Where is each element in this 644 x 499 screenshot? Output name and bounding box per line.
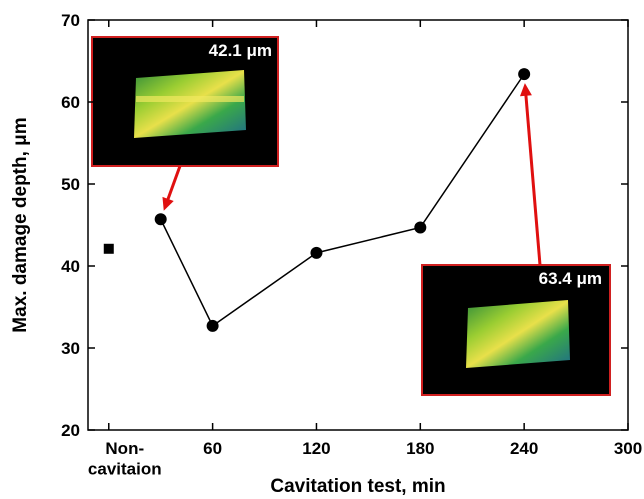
- annotation: 42.1 μm: [209, 41, 272, 60]
- y-tick-label: 40: [61, 257, 80, 276]
- arrow-head: [162, 196, 174, 211]
- point: [414, 221, 427, 234]
- x-tick-label: 240: [510, 439, 538, 458]
- y-axis-title: Max. damage depth, μm: [10, 117, 31, 332]
- arrow: [524, 90, 542, 266]
- point: [154, 213, 167, 226]
- point: [518, 68, 531, 81]
- x-tick-label: Non-cavitaion: [88, 439, 162, 478]
- y-tick-label: 60: [61, 93, 80, 112]
- point: [310, 246, 323, 259]
- y-tick-label: 30: [61, 339, 80, 358]
- y-tick-label: 70: [61, 11, 80, 30]
- annotation: 63.4 μm: [539, 269, 602, 288]
- point: [206, 319, 219, 332]
- x-tick-label: 300: [614, 439, 642, 458]
- arrow: [165, 165, 182, 204]
- x-tick-label: 60: [203, 439, 222, 458]
- x-tick-label: 180: [406, 439, 434, 458]
- y-tick-label: 50: [61, 175, 80, 194]
- inset-1: [91, 36, 279, 167]
- point: [103, 243, 114, 254]
- x-tick-label: 120: [302, 439, 330, 458]
- x-axis-title: Cavitation test, min: [270, 476, 445, 497]
- arrow-head: [519, 83, 532, 97]
- y-tick-label: 20: [61, 421, 80, 440]
- inset-2: [421, 264, 611, 396]
- plot-frame: [87, 19, 629, 431]
